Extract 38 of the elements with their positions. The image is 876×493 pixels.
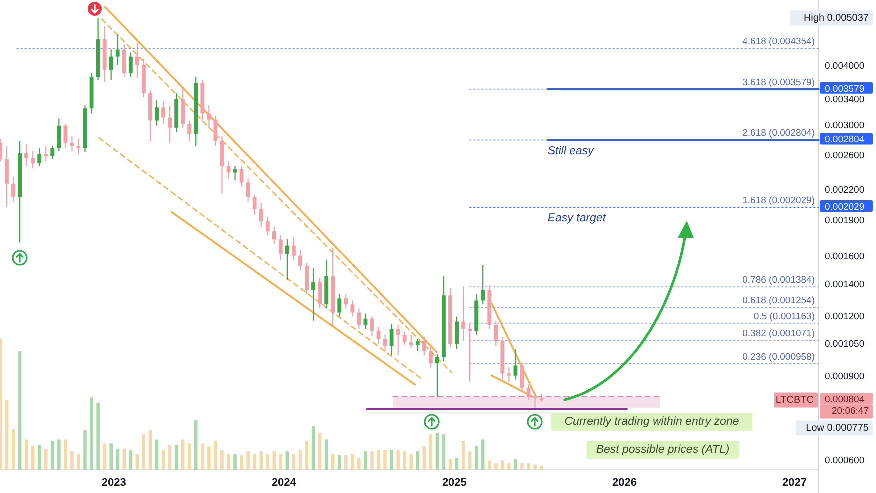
y-tick-label: 0.001400 bbox=[825, 279, 865, 290]
series-label: 0.382 (0.001071) bbox=[742, 328, 815, 340]
x-tick-label: 2027 bbox=[782, 477, 808, 489]
y-tick-label: 0.000900 bbox=[825, 371, 865, 382]
series-label: 4.618 (0.004354) bbox=[742, 36, 815, 48]
series-label: 3.618 (0.003579) bbox=[742, 77, 815, 88]
annotation: Still easy bbox=[548, 145, 596, 158]
series-label: 0.5 (0.001163) bbox=[754, 311, 815, 322]
x-tick-label: 2023 bbox=[102, 477, 126, 489]
annotation: Low 0.000775 bbox=[806, 422, 870, 434]
y-tick-label: 0.001600 bbox=[825, 252, 865, 263]
annotation: Best possible prices (ATL) bbox=[596, 444, 730, 456]
y-tick-label: 0.002200 bbox=[825, 185, 865, 196]
y-tick-label: 0.002600 bbox=[825, 150, 865, 162]
y-tick-label: 0.002804 bbox=[825, 134, 865, 146]
y-tick-label: 0.004000 bbox=[825, 60, 865, 72]
series-label: 1.618 (0.002029) bbox=[742, 196, 815, 207]
x-tick-label: 2024 bbox=[272, 477, 298, 489]
annotation: LTCBTC bbox=[776, 394, 814, 406]
text: 20:06:47 bbox=[832, 406, 869, 418]
y-tick-label: 0.000804 bbox=[825, 394, 865, 406]
annotation: Easy target bbox=[548, 212, 607, 225]
y-tick-label: 0.003579 bbox=[825, 84, 865, 95]
y-tick-label: 0.002029 bbox=[825, 202, 865, 214]
series-label: 0.786 (0.001384) bbox=[742, 275, 815, 286]
y-tick-label: 0.001050 bbox=[825, 339, 865, 350]
y-tick-label: 0.001900 bbox=[825, 216, 865, 227]
x-tick-label: 2026 bbox=[612, 477, 637, 489]
y-tick-label: 0.000600 bbox=[825, 456, 865, 467]
y-tick-label: 0.001200 bbox=[825, 311, 865, 322]
series-label: 0.236 (0.000958) bbox=[742, 352, 815, 363]
x-tick-label: 2025 bbox=[442, 477, 467, 489]
y-tick-label: 0.003400 bbox=[825, 94, 865, 106]
series-label: 0.618 (0.001254) bbox=[742, 296, 815, 307]
y-tick-label: 0.003000 bbox=[825, 120, 865, 132]
annotation: Currently trading within entry zone bbox=[564, 416, 740, 428]
annotation: High 0.005037 bbox=[804, 12, 870, 24]
series-label: 2.618 (0.002804) bbox=[742, 128, 815, 140]
